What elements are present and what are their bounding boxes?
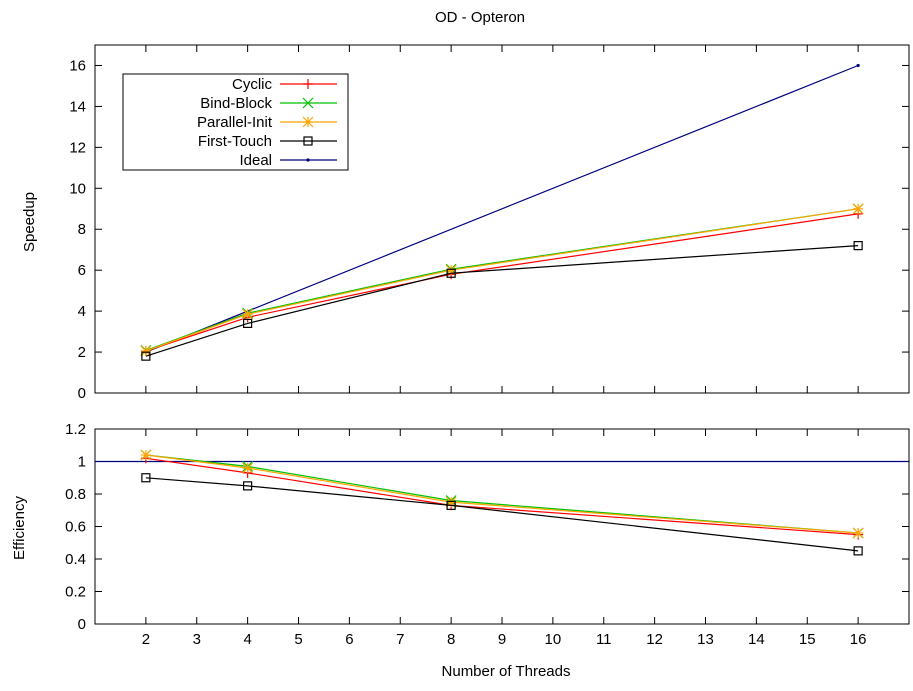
speedup-panel: 0 2 4 6 8 10 12 14 16 [69,44,910,402]
efficiency-xtick-label: 16 [850,631,867,648]
efficiency-point-parallel-init [140,449,152,461]
speedup-ytick-label: 2 [78,344,86,361]
speedup-ytick-label: 4 [78,303,86,320]
legend-label-cyclic: Cyclic [232,76,272,93]
efficiency-series-group [95,449,909,556]
efficiency-xtick-label: 6 [345,631,353,648]
speedup-point-parallel-init [852,203,864,215]
efficiency-series-line-parallel-init [145,454,859,534]
efficiency-series-line-bind-block [145,454,859,534]
speedup-ytick-label: 16 [69,57,86,74]
speedup-point-parallel-init [140,345,152,357]
efficiency-xtick-label: 4 [243,631,251,648]
efficiency-ytick-label: 0.8 [65,486,86,503]
efficiency-ytick-label: 0.6 [65,519,86,536]
efficiency-xtick-label: 14 [748,631,765,648]
speedup-point-first-touch [446,268,456,278]
efficiency-xtick-label: 9 [498,631,506,648]
speedup-axis-label: Speedup [21,192,38,252]
speedup-point-first-touch [141,351,151,361]
efficiency-xtick-label: 15 [799,631,816,648]
legend-label-ideal: Ideal [239,152,272,169]
speedup-series-line-cyclic [145,213,859,352]
efficiency-series-line-first-touch [145,477,859,552]
efficiency-plot-frame [94,428,910,625]
efficiency-xtick-label: 11 [596,631,612,648]
legend-label-first-touch: First-Touch [198,133,272,150]
efficiency-point-parallel-init [852,527,864,539]
legend-marker-cyclic [303,79,313,89]
speedup-series-line-first-touch [145,245,859,357]
efficiency-xtick-label: 13 [697,631,714,648]
legend-marker-ideal [306,158,310,162]
speedup-ytick-label: 12 [69,139,86,156]
speedup-series-line-ideal [145,64,859,353]
speedup-point-parallel-init [242,308,254,320]
efficiency-xtick-label: 8 [447,631,455,648]
efficiency-point-parallel-init [242,462,254,474]
efficiency-ytick-label: 1.2 [65,421,86,438]
legend-marker-parallel-init [302,116,314,128]
x-axis-label: Number of Threads [442,663,571,680]
efficiency-xtick-label: 7 [396,631,404,648]
speedup-point-ideal [856,63,860,68]
efficiency-xtick-label: 12 [646,631,663,648]
efficiency-ytick-label: 0 [78,616,86,633]
efficiency-panel: 0 0.2 0.4 0.6 0.8 1 1.2 2 3 4 5 6 7 8 9 10 11 12 13 14 15 16 [65,421,910,648]
legend-marker-first-touch [303,136,313,146]
speedup-ytick-label: 8 [78,221,86,238]
efficiency-point-first-touch [446,500,456,510]
speedup-ytick-label: 0 [78,385,86,402]
efficiency-xtick-label: 10 [545,631,562,648]
efficiency-point-first-touch [243,481,253,491]
speedup-point-first-touch [853,241,863,251]
efficiency-xtick-label: 3 [193,631,201,648]
efficiency-xtick-label: 2 [142,631,150,648]
speedup-point-first-touch [243,318,253,328]
speedup-ytick-label: 6 [78,262,86,279]
efficiency-xtick-label: 5 [294,631,302,648]
efficiency-point-first-touch [853,546,863,556]
speedup-ytick-label: 10 [69,180,86,197]
chart-title: OD - Opteron [435,9,525,26]
efficiency-ytick-label: 0.4 [65,551,86,568]
efficiency-ytick-label: 1 [78,454,86,471]
speedup-ytick-label: 14 [69,98,86,115]
speedup-series-line-parallel-init [145,208,859,352]
efficiency-series-line-cyclic [145,457,859,536]
efficiency-ytick-label: 0.2 [65,584,86,601]
legend-marker-bind-block [302,97,314,109]
speedup-series-group [140,63,864,361]
chart-legend: Cyclic Bind-Block Parallel-Init First-Touch… [122,73,349,171]
efficiency-point-first-touch [141,473,151,483]
legend-label-parallel-init: Parallel-Init [197,114,273,131]
efficiency-axis-label: Efficiency [11,496,28,560]
legend-label-bind-block: Bind-Block [200,95,272,112]
